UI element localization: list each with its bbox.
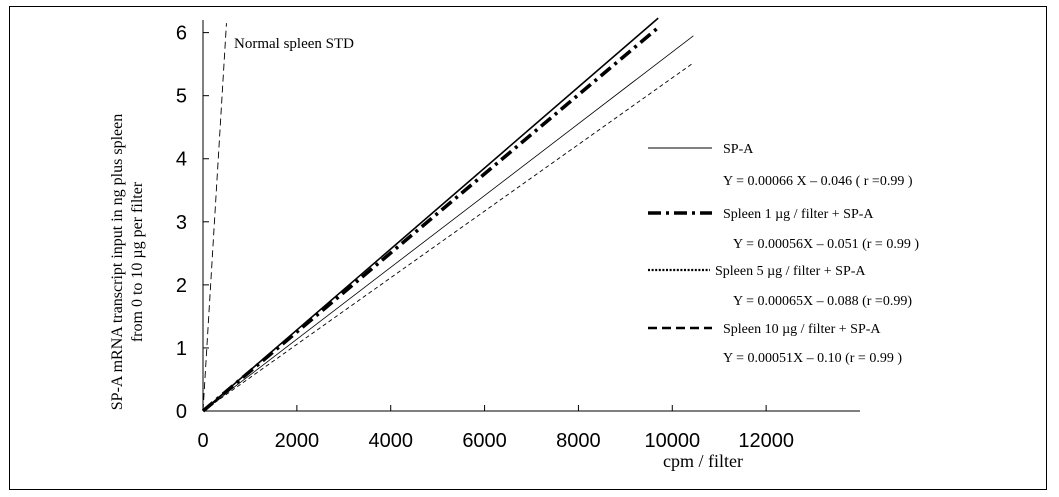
x-tick-label: 10000 (644, 430, 700, 452)
y-axis-title-line-1: SP-A mRNA transcript input in ng plus sp… (109, 114, 126, 410)
legend: SP-A Y = 0.00066 X – 0.046 ( r =0.99 ) S… (648, 142, 919, 366)
x-tick-label: 0 (197, 430, 208, 452)
y-tick-label: 4 (176, 149, 187, 171)
series-spleen-5 (202, 35, 694, 412)
chart-frame (9, 6, 1047, 490)
y-axis-title-line-2: from 0 to 10 µg per filter (129, 181, 146, 342)
x-tick-label: 4000 (368, 430, 413, 452)
legend-equation-spleen-10: Y = 0.00051X – 0.10 (r = 0.99 ) (723, 351, 902, 366)
x-tick-label: 12000 (738, 430, 794, 452)
series-sp-a (202, 17, 659, 412)
x-tick-label: 6000 (462, 430, 507, 452)
legend-equation-spleen-5: Y = 0.00065X – 0.088 (r =0.99) (733, 294, 912, 309)
legend-label-spleen-1: Spleen 1 µg / filter + SP-A (723, 207, 874, 222)
y-tick-label: 5 (176, 86, 187, 108)
x-tick-label: 2000 (275, 430, 320, 452)
x-tick-label: 8000 (556, 430, 601, 452)
legend-label-sp-a: SP-A (723, 142, 754, 157)
series-normal-spleen-std (202, 23, 227, 412)
series-spleen-1 (201, 26, 660, 413)
axes: 0 2000 4000 6000 8000 10000 12000 0 1 2 3 4 5 6 (176, 20, 860, 452)
x-axis-title: cpm / filter (663, 451, 743, 471)
y-tick-label: 3 (176, 212, 187, 234)
legend-equation-sp-a: Y = 0.00066 X – 0.046 ( r =0.99 ) (723, 174, 913, 189)
legend-label-spleen-5: Spleen 5 µg / filter + SP-A (715, 264, 866, 279)
y-tick-label: 2 (176, 275, 187, 297)
y-axis-title: SP-A mRNA transcript input in ng plus sp… (109, 114, 146, 410)
y-tick-label: 0 (176, 401, 187, 423)
legend-equation-spleen-1: Y = 0.00056X – 0.051 (r = 0.99 ) (733, 237, 919, 252)
legend-label-spleen-10: Spleen 10 µg / filter + SP-A (723, 322, 881, 337)
series-spleen-10 (202, 62, 694, 412)
y-tick-label: 6 (176, 23, 187, 45)
series-group (201, 17, 694, 413)
normal-spleen-annotation: Normal spleen STD (234, 36, 354, 52)
y-tick-label: 1 (176, 338, 187, 360)
